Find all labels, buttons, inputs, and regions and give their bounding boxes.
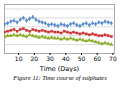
svg-text:30: 30 bbox=[46, 55, 54, 62]
svg-text:40: 40 bbox=[62, 55, 70, 62]
svg-text:Time (Days): Time (Days) bbox=[39, 65, 79, 73]
svg-text:70: 70 bbox=[109, 55, 117, 62]
svg-text:50: 50 bbox=[78, 55, 86, 62]
svg-text:60: 60 bbox=[93, 55, 101, 62]
svg-text:10: 10 bbox=[15, 55, 23, 62]
svg-text:20: 20 bbox=[31, 55, 39, 62]
html-text:Figure 11: Time course of sulp: Figure 11: Time course of sulphates bbox=[13, 74, 107, 81]
